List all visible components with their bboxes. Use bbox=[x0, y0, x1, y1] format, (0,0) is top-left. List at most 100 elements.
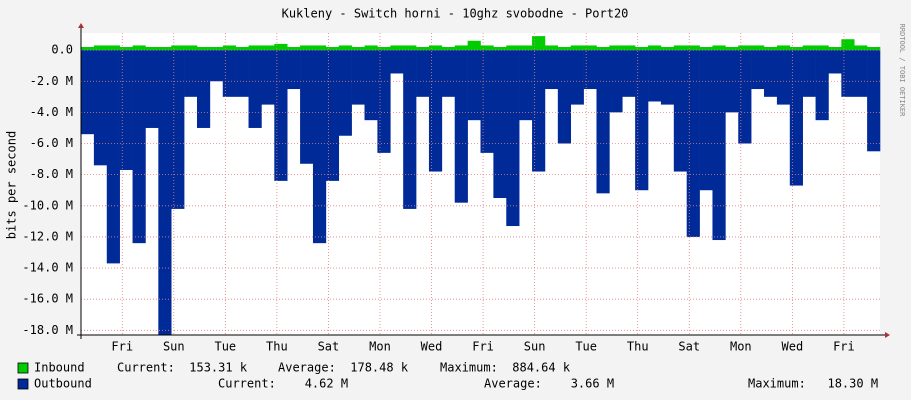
bar bbox=[416, 50, 430, 97]
bar bbox=[867, 47, 881, 51]
bar bbox=[673, 50, 687, 172]
bar bbox=[312, 45, 327, 51]
bar bbox=[248, 50, 262, 128]
bar bbox=[377, 47, 391, 51]
bar bbox=[493, 50, 507, 199]
x-tick-label: Tue bbox=[575, 340, 597, 354]
bar bbox=[390, 45, 404, 51]
bar bbox=[660, 50, 675, 105]
bar bbox=[287, 47, 301, 51]
legend-label: Outbound bbox=[34, 377, 92, 391]
bar bbox=[596, 50, 610, 194]
bar bbox=[441, 47, 456, 51]
x-tick-label: Sat bbox=[318, 340, 340, 354]
bar bbox=[622, 50, 636, 97]
bar bbox=[248, 45, 262, 51]
watermark: RRDTOOL / TOBI OETIKER bbox=[898, 24, 906, 118]
axis-arrow bbox=[885, 332, 890, 338]
bar bbox=[854, 45, 868, 51]
bar bbox=[841, 50, 855, 97]
bar bbox=[764, 50, 778, 97]
bar bbox=[648, 50, 662, 102]
bar bbox=[441, 50, 456, 97]
x-tick-label: Fri bbox=[111, 340, 133, 354]
x-tick-label: Wed bbox=[782, 340, 804, 354]
y-tick-label: -18.0 M bbox=[22, 323, 73, 337]
y-tick-label: -12.0 M bbox=[22, 229, 73, 243]
bar bbox=[583, 50, 597, 90]
bar bbox=[145, 47, 159, 51]
bar bbox=[867, 50, 881, 152]
bar bbox=[209, 50, 224, 82]
bar bbox=[519, 45, 533, 51]
bar bbox=[854, 50, 868, 97]
legend-stat: Maximum: 884.64 k bbox=[440, 361, 571, 375]
bar bbox=[506, 45, 520, 51]
bar bbox=[467, 40, 481, 51]
bar bbox=[403, 45, 417, 51]
bar bbox=[351, 47, 365, 51]
legend-swatch bbox=[17, 362, 29, 374]
bar bbox=[776, 45, 791, 51]
legend-stat: Maximum: 18.30 M bbox=[748, 377, 878, 391]
x-tick-label: Mon bbox=[369, 340, 391, 354]
x-tick-label: Wed bbox=[421, 340, 443, 354]
bar bbox=[209, 47, 224, 51]
legend-stat: Average: 178.48 k bbox=[278, 361, 409, 375]
bar bbox=[325, 50, 340, 181]
bar bbox=[106, 45, 120, 51]
bar bbox=[828, 47, 842, 51]
bar bbox=[480, 50, 494, 153]
y-tick-label: -6.0 M bbox=[30, 136, 73, 150]
bar bbox=[235, 50, 249, 97]
bar bbox=[222, 50, 236, 97]
bar bbox=[364, 50, 378, 121]
bar bbox=[196, 47, 211, 51]
legend-stat: Average: 3.66 M bbox=[484, 377, 614, 391]
y-tick-label: -4.0 M bbox=[30, 105, 73, 119]
bar bbox=[261, 45, 275, 51]
bar bbox=[596, 47, 610, 51]
bar bbox=[738, 45, 752, 51]
y-axis-label: bits per second bbox=[5, 131, 19, 239]
bar bbox=[480, 45, 494, 51]
bar bbox=[544, 50, 559, 90]
bar bbox=[222, 45, 236, 51]
legend-label: Inbound bbox=[34, 361, 85, 375]
x-tick-label: Mon bbox=[730, 340, 752, 354]
bar bbox=[506, 50, 520, 227]
bar bbox=[81, 50, 95, 135]
bar bbox=[725, 47, 739, 51]
bar bbox=[532, 36, 546, 51]
bar bbox=[454, 50, 468, 203]
bar bbox=[622, 45, 636, 51]
bar bbox=[416, 47, 430, 51]
bar bbox=[738, 50, 752, 144]
legend-swatch bbox=[17, 378, 29, 390]
bar bbox=[119, 50, 133, 170]
bar bbox=[828, 50, 842, 74]
bar bbox=[132, 45, 146, 51]
x-tick-label: Fri bbox=[833, 340, 855, 354]
bar bbox=[132, 50, 146, 244]
bar bbox=[325, 47, 340, 51]
bar bbox=[789, 47, 803, 51]
bar bbox=[802, 45, 816, 51]
bar bbox=[802, 50, 816, 97]
bar bbox=[660, 47, 675, 51]
bar bbox=[493, 47, 507, 51]
bar bbox=[158, 50, 172, 335]
bar bbox=[93, 50, 108, 166]
bar bbox=[789, 50, 803, 186]
bar bbox=[570, 45, 584, 51]
bar bbox=[184, 45, 198, 51]
bar bbox=[390, 50, 404, 74]
bar bbox=[712, 45, 726, 51]
bar bbox=[312, 50, 327, 244]
bar bbox=[609, 45, 623, 51]
bar bbox=[274, 43, 288, 51]
legend-stat: Current: 4.62 M bbox=[218, 377, 348, 391]
bar bbox=[196, 50, 211, 128]
bar bbox=[557, 50, 572, 144]
y-tick-label: 0.0 bbox=[51, 43, 73, 57]
